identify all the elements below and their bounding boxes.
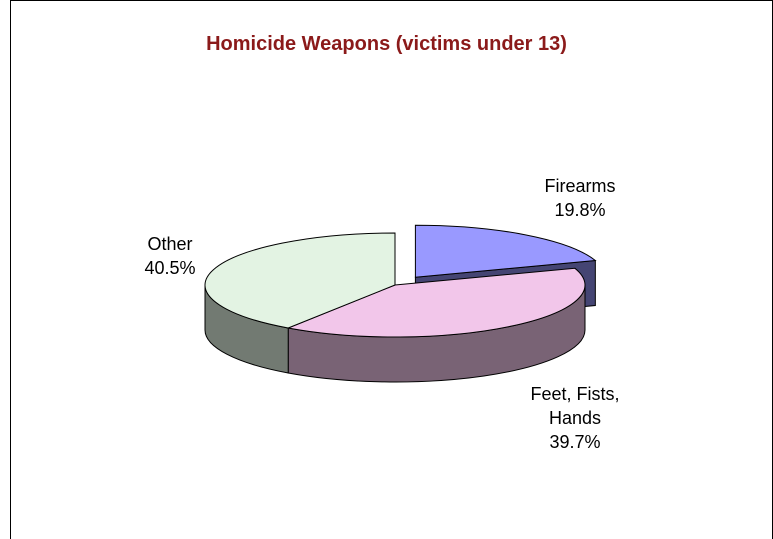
data-label: Other 40.5%	[95, 232, 245, 280]
pie-slice	[204, 232, 396, 329]
data-label: Firearms 19.8%	[505, 174, 655, 222]
pie-slice	[414, 224, 597, 278]
category-label: Other	[147, 234, 193, 254]
data-label: Feet, Fists, Hands 39.7%	[505, 382, 645, 454]
value-label: 19.8%	[554, 200, 606, 220]
category-label: Firearms	[544, 176, 616, 196]
value-label: 39.7%	[549, 432, 601, 452]
category-label: Feet, Fists, Hands	[530, 384, 620, 428]
chart-title: Homicide Weapons (victims under 13)	[206, 33, 567, 55]
value-label: 40.5%	[144, 258, 196, 278]
pie-slice	[286, 267, 586, 338]
